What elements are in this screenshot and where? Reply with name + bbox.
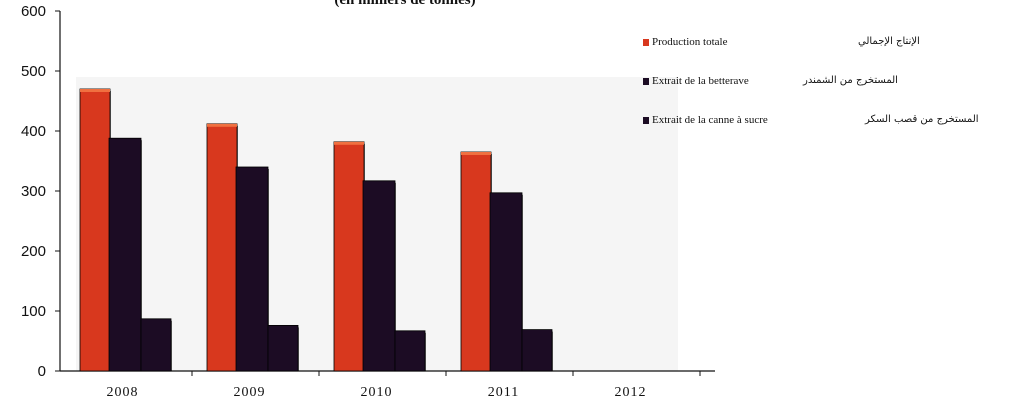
x-tick-label-2010: 2010 <box>361 385 393 400</box>
x-tick-label-2012: 2012 <box>615 385 647 400</box>
y-tick-label-300: 300 <box>21 183 46 200</box>
chart-title: (en milliers de tonnes) <box>334 0 476 8</box>
y-tick-label-100: 100 <box>21 303 46 320</box>
bar-2-2011 <box>521 329 553 372</box>
legend-label-cane: Extrait de la canne à sucre <box>652 114 768 126</box>
bar-1-2010 <box>362 180 396 372</box>
bar-0-2009 <box>206 123 238 372</box>
bar-0-2008 <box>79 88 111 372</box>
bar-highlight-2010 <box>334 141 364 145</box>
legend-label-total-ar: الإنتاج الإجمالي <box>858 36 920 47</box>
y-tick-label-200: 200 <box>21 243 46 260</box>
y-tick-label-0: 0 <box>38 363 46 380</box>
bar-2-2008 <box>140 318 172 372</box>
legend-label-beet-ar: المستخرج من الشمندر <box>803 75 898 86</box>
legend-item-cane: Extrait de la canne à sucre المستخرج من … <box>643 114 1013 134</box>
x-tick-label-2011: 2011 <box>488 385 519 400</box>
legend-item-beet: Extrait de la betterave المستخرج من الشم… <box>643 75 1013 95</box>
bar-highlight-2011 <box>461 152 491 155</box>
legend-label-total: Production totale <box>652 36 728 48</box>
bar-0-2010 <box>333 141 365 372</box>
x-tick-label-2008: 2008 <box>107 385 139 400</box>
legend-swatch-cane <box>643 117 649 124</box>
legend-swatch-beet <box>643 78 649 85</box>
bar-1-2008 <box>108 137 142 372</box>
bar-0-2011 <box>460 151 492 372</box>
bar-highlight-2008 <box>80 89 110 92</box>
y-tick-label-500: 500 <box>21 63 46 80</box>
bar-2-2009 <box>267 324 299 372</box>
bar-2-2010 <box>394 330 426 372</box>
legend-label-beet: Extrait de la betterave <box>652 75 749 87</box>
bar-1-2011 <box>489 192 523 372</box>
bar-1-2009 <box>235 166 269 372</box>
y-tick-label-400: 400 <box>21 123 46 140</box>
y-tick-label-600: 600 <box>21 3 46 20</box>
legend: Production totale الإنتاج الإجمالي Extra… <box>643 36 1013 153</box>
bar-highlight-2009 <box>207 123 237 127</box>
legend-label-cane-ar: المستخرج من قصب السكر <box>865 114 979 125</box>
legend-item-total: Production totale الإنتاج الإجمالي <box>643 36 1013 56</box>
x-tick-label-2009: 2009 <box>234 385 266 400</box>
legend-swatch-total <box>643 39 649 46</box>
